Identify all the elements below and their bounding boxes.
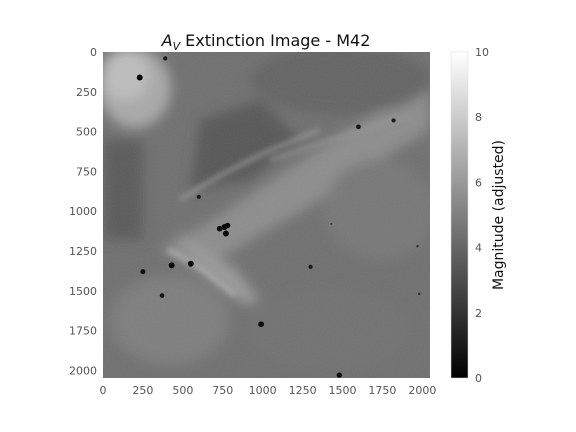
colorbar-tick-label: 10: [475, 46, 489, 59]
point-source: [187, 260, 194, 267]
y-tick-label: 1000: [69, 205, 97, 218]
x-tick-label: 1500: [329, 384, 357, 397]
point-source: [258, 321, 264, 328]
title-subscript: V: [173, 40, 182, 53]
x-tick-label: 250: [132, 384, 153, 397]
point-source: [391, 118, 396, 123]
x-tick-label: 1000: [249, 384, 277, 397]
chart-title: AV Extinction Image - M42: [161, 31, 371, 53]
point-source: [417, 292, 421, 296]
y-tick-label: 750: [76, 165, 97, 178]
point-source: [336, 372, 342, 378]
point-source: [196, 194, 201, 199]
y-tick-label: 500: [76, 126, 97, 139]
point-source: [168, 262, 175, 269]
point-source: [416, 244, 419, 248]
y-tick-label: 0: [90, 46, 97, 59]
colorbar-tick-label: 6: [475, 176, 482, 189]
point-source: [330, 222, 333, 225]
colorbar-tick-label: 4: [475, 242, 482, 255]
colorbar: [450, 51, 469, 379]
y-tick-label: 2000: [69, 364, 97, 377]
x-tick-label: 1750: [368, 384, 396, 397]
y-tick-label: 1250: [69, 245, 97, 258]
y-tick-label: 1500: [69, 285, 97, 298]
x-axis-ticks: 0 250 500 750 1000 1250 1500 1750 2000: [100, 384, 437, 397]
y-axis-ticks: 0 250 500 750 1000 1250 1500 1750 2000: [69, 46, 97, 377]
extinction-image: [103, 52, 430, 378]
x-tick-label: 750: [212, 384, 233, 397]
point-source: [159, 293, 165, 298]
point-source: [136, 74, 143, 81]
x-tick-label: 1250: [289, 384, 317, 397]
point-source: [216, 225, 223, 232]
x-tick-label: 0: [100, 384, 107, 397]
image-noise: [103, 52, 430, 378]
colorbar-label: Magnitude (adjusted): [491, 140, 507, 290]
x-tick-label: 500: [172, 384, 193, 397]
y-tick-label: 1750: [69, 325, 97, 338]
point-source: [222, 230, 229, 237]
colorbar-tick-label: 2: [475, 307, 482, 320]
colorbar-ticks: 0 2 4 6 8 10: [475, 46, 489, 385]
colorbar-tick-label: 0: [475, 372, 482, 385]
point-source: [224, 222, 231, 229]
y-tick-label: 250: [76, 86, 97, 99]
point-source: [356, 124, 361, 130]
point-sources: [136, 56, 421, 378]
colorbar-tick-label: 8: [475, 111, 482, 124]
x-tick-label: 2000: [408, 384, 436, 397]
point-source: [308, 264, 313, 269]
point-source: [140, 269, 146, 275]
title-symbol: A: [161, 31, 173, 50]
point-source: [163, 56, 168, 61]
title-rest: Extinction Image - M42: [180, 31, 370, 50]
